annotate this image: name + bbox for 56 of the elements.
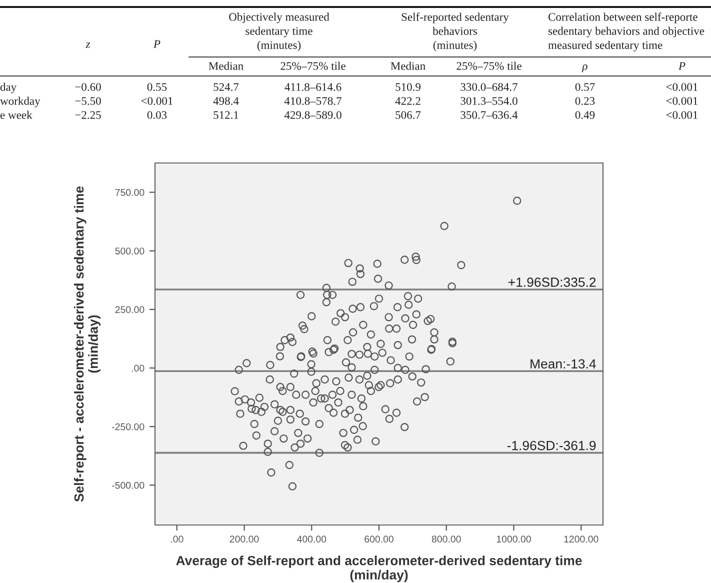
- text: Median: [390, 62, 426, 70]
- text: 498.4: [213, 97, 239, 105]
- text: P: [678, 62, 686, 70]
- y-tick-label: 250.00: [115, 306, 144, 314]
- ref-line-label: +1.96SD:335.2: [508, 278, 596, 287]
- x-axis-title: Average of Self-report and accelerometer-derived sedentary time (min/day): [176, 556, 582, 582]
- x-tick-label: 1200.00: [564, 536, 598, 543]
- text: 506.7: [396, 111, 421, 119]
- text: 0.55: [147, 83, 167, 91]
- y-tick-label: .00: [132, 364, 144, 372]
- text: <0.001: [666, 83, 698, 91]
- text: <0.001: [141, 97, 173, 105]
- text: P: [153, 40, 160, 48]
- text: 0.57: [575, 83, 595, 91]
- x-tick-label: 800.00: [432, 536, 461, 543]
- text: 524.7: [214, 83, 239, 91]
- y-tick-label: -500.00: [112, 482, 144, 489]
- text: 510.9: [396, 83, 420, 91]
- text: workday: [0, 96, 40, 108]
- text: 25%–75% tile: [456, 62, 522, 70]
- text: 350.7–636.4: [460, 111, 518, 119]
- text: ρ: [582, 64, 588, 72]
- x-tick-label: 200.00: [230, 536, 259, 543]
- text: 411.8–614.6: [284, 83, 342, 91]
- ref-line-label: -1.96SD:-361.9: [507, 440, 596, 450]
- text: <0.001: [666, 97, 698, 105]
- text: Correlation between self-reporte sedentary behaviors and objective measured sedentary time: [548, 12, 704, 52]
- text: −5.50: [75, 97, 101, 105]
- y-tick-label: 750.00: [115, 189, 144, 196]
- text: 25%–75% tile: [280, 62, 346, 70]
- x-tick-label: 600.00: [364, 536, 394, 543]
- text: −0.60: [75, 83, 101, 91]
- text: 330.0–684.7: [460, 83, 518, 91]
- y-tick-label: -250.00: [112, 423, 144, 430]
- text: 0.49: [575, 111, 595, 119]
- text: 410.8–578.7: [284, 97, 342, 105]
- ref-line-label: Mean:-13.4: [530, 359, 596, 369]
- text: e week: [0, 110, 32, 119]
- text: Objectively measured sedentary time (minutes): [229, 12, 330, 52]
- text: 429.8–589.0: [284, 111, 342, 119]
- text: <0.001: [666, 111, 698, 119]
- x-tick-label: .00: [171, 536, 184, 543]
- text: Self-reported sedentary behaviors (minutes): [402, 12, 509, 52]
- text: −2.25: [75, 111, 101, 119]
- text: 301.3–554.0: [460, 97, 518, 105]
- text: 512.1: [214, 111, 238, 119]
- text: 0.23: [575, 97, 595, 105]
- text: day: [0, 82, 17, 94]
- y-axis-title: Self-report - accelerometer-derived sedentary time (min/day): [74, 186, 100, 502]
- x-tick-label: 400.00: [296, 536, 326, 543]
- text: Median: [208, 62, 244, 70]
- text: z: [86, 42, 90, 48]
- x-tick-label: 1000.00: [496, 536, 531, 543]
- text: 422.2: [395, 97, 420, 105]
- text: 0.03: [147, 111, 167, 119]
- y-tick-label: 500.00: [115, 248, 144, 254]
